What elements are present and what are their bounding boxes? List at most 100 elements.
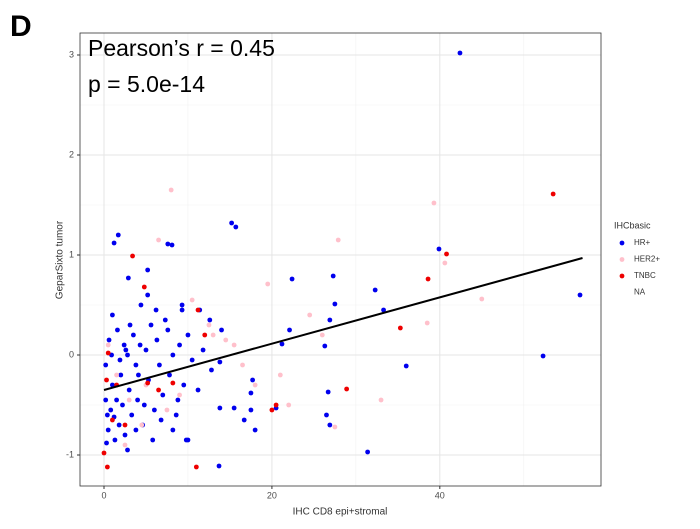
point bbox=[322, 343, 328, 349]
point bbox=[330, 273, 336, 279]
point bbox=[104, 377, 109, 383]
point bbox=[105, 350, 111, 356]
point bbox=[252, 382, 258, 388]
legend-label: HER2+ bbox=[634, 255, 660, 264]
point bbox=[277, 372, 283, 378]
point bbox=[123, 347, 129, 353]
point bbox=[286, 402, 292, 408]
point bbox=[269, 407, 275, 413]
point bbox=[233, 224, 239, 230]
legend-swatch bbox=[619, 290, 625, 295]
point bbox=[223, 337, 229, 343]
point bbox=[133, 427, 139, 433]
point bbox=[157, 362, 162, 368]
legend-label: HR+ bbox=[634, 238, 651, 247]
point bbox=[179, 302, 185, 308]
point bbox=[137, 342, 143, 348]
point bbox=[118, 372, 124, 378]
point bbox=[173, 412, 179, 418]
point bbox=[457, 50, 463, 56]
point bbox=[403, 363, 409, 369]
point bbox=[104, 440, 109, 446]
point bbox=[229, 220, 235, 226]
point bbox=[115, 327, 120, 333]
point bbox=[177, 342, 182, 348]
point bbox=[127, 322, 133, 328]
point bbox=[177, 392, 182, 398]
point bbox=[248, 390, 254, 396]
point bbox=[117, 357, 123, 363]
point bbox=[179, 307, 185, 313]
plot-border bbox=[79, 32, 602, 487]
point bbox=[365, 449, 371, 455]
y-tick-label: 2 bbox=[69, 149, 74, 159]
point bbox=[397, 325, 403, 331]
point bbox=[540, 353, 546, 359]
point bbox=[139, 422, 145, 428]
legend-swatch bbox=[619, 257, 625, 262]
x-tick-label: 0 bbox=[102, 490, 107, 500]
point bbox=[150, 437, 156, 443]
point bbox=[110, 382, 115, 388]
point bbox=[130, 332, 136, 338]
point bbox=[103, 397, 109, 403]
point bbox=[126, 387, 132, 393]
point bbox=[135, 397, 140, 403]
point bbox=[129, 412, 135, 418]
point bbox=[122, 432, 128, 438]
point bbox=[110, 417, 115, 423]
point bbox=[210, 332, 216, 338]
point bbox=[425, 276, 431, 282]
point bbox=[158, 417, 164, 423]
point bbox=[248, 407, 254, 413]
panel-label: D bbox=[10, 10, 32, 43]
y-axis-label: GeparSixto tumor bbox=[55, 220, 66, 299]
point bbox=[189, 357, 195, 363]
point bbox=[105, 342, 111, 348]
point bbox=[165, 327, 171, 333]
legend-label: NA bbox=[634, 288, 646, 297]
point bbox=[104, 464, 110, 470]
point bbox=[279, 341, 285, 347]
point bbox=[148, 322, 154, 328]
point bbox=[156, 237, 161, 243]
point bbox=[189, 297, 195, 303]
point bbox=[105, 427, 111, 433]
point bbox=[200, 347, 206, 353]
point bbox=[170, 352, 176, 358]
x-tick-label: 40 bbox=[435, 490, 445, 500]
point bbox=[122, 442, 128, 448]
point bbox=[193, 464, 199, 470]
point bbox=[550, 191, 556, 197]
point bbox=[216, 463, 222, 469]
point bbox=[183, 437, 189, 443]
point bbox=[141, 402, 147, 408]
point bbox=[168, 187, 174, 193]
point bbox=[325, 389, 331, 395]
point bbox=[577, 292, 583, 298]
point bbox=[442, 260, 448, 266]
point bbox=[324, 412, 329, 418]
point bbox=[250, 377, 256, 383]
point bbox=[170, 380, 176, 386]
point bbox=[444, 251, 449, 257]
point bbox=[195, 307, 201, 313]
point bbox=[327, 422, 333, 428]
point bbox=[125, 352, 130, 358]
point bbox=[378, 397, 384, 403]
point bbox=[381, 307, 386, 313]
point bbox=[332, 301, 338, 307]
point bbox=[431, 200, 437, 206]
point bbox=[112, 437, 118, 443]
point bbox=[332, 424, 338, 430]
point bbox=[154, 337, 160, 343]
point bbox=[181, 382, 187, 388]
point bbox=[110, 312, 115, 318]
point bbox=[122, 422, 128, 428]
y-tick-label: 1 bbox=[69, 249, 74, 259]
point bbox=[209, 367, 214, 373]
point bbox=[104, 412, 110, 418]
point bbox=[115, 232, 121, 238]
point bbox=[185, 332, 191, 338]
point bbox=[145, 292, 151, 298]
